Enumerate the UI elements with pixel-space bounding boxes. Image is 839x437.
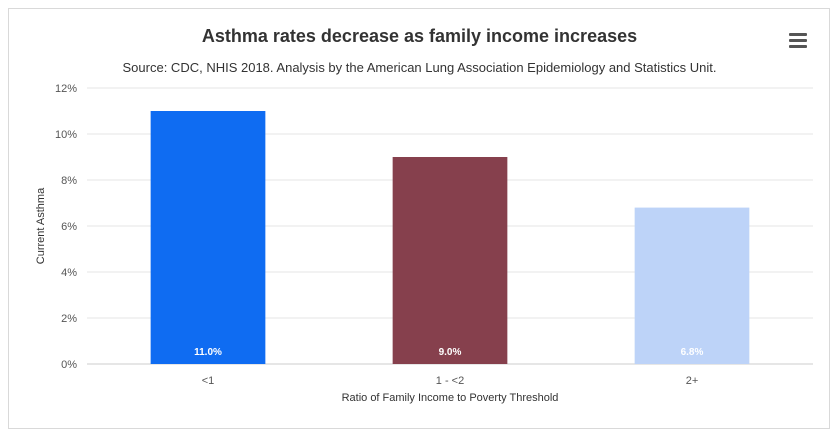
bar-data-label: 6.8% <box>681 347 704 358</box>
x-tick-label: 2+ <box>686 375 699 387</box>
y-tick-label: 0% <box>61 359 77 371</box>
x-tick-label: 1 - <2 <box>436 375 464 387</box>
chart-subtitle: Source: CDC, NHIS 2018. Analysis by the … <box>122 60 717 75</box>
bar[interactable] <box>392 157 508 364</box>
chart-title: Asthma rates decrease as family income i… <box>201 26 638 46</box>
bar[interactable] <box>150 111 266 364</box>
bar-data-label: 11.0% <box>194 347 222 358</box>
y-tick-label: 2% <box>61 313 77 325</box>
y-tick-label: 8% <box>61 175 77 187</box>
y-tick-label: 4% <box>61 267 77 279</box>
x-tick-label: <1 <box>202 375 215 387</box>
bars <box>150 111 750 364</box>
y-tick-label: 12% <box>55 83 77 95</box>
y-axis-title: Current Asthma <box>35 187 47 264</box>
labels: 0% 2% 4% 6% 8% 10% 12% 11.0% <1 9.0% 1 - <2 6.8% 2+ <box>55 83 704 387</box>
bar[interactable] <box>634 207 750 364</box>
y-tick-label: 6% <box>61 221 77 233</box>
hamburger-menu-icon[interactable] <box>789 33 807 48</box>
bar-data-label: 9.0% <box>439 347 462 358</box>
y-tick-label: 10% <box>55 129 77 141</box>
x-axis-title: Ratio of Family Income to Poverty Thresh… <box>342 392 559 404</box>
